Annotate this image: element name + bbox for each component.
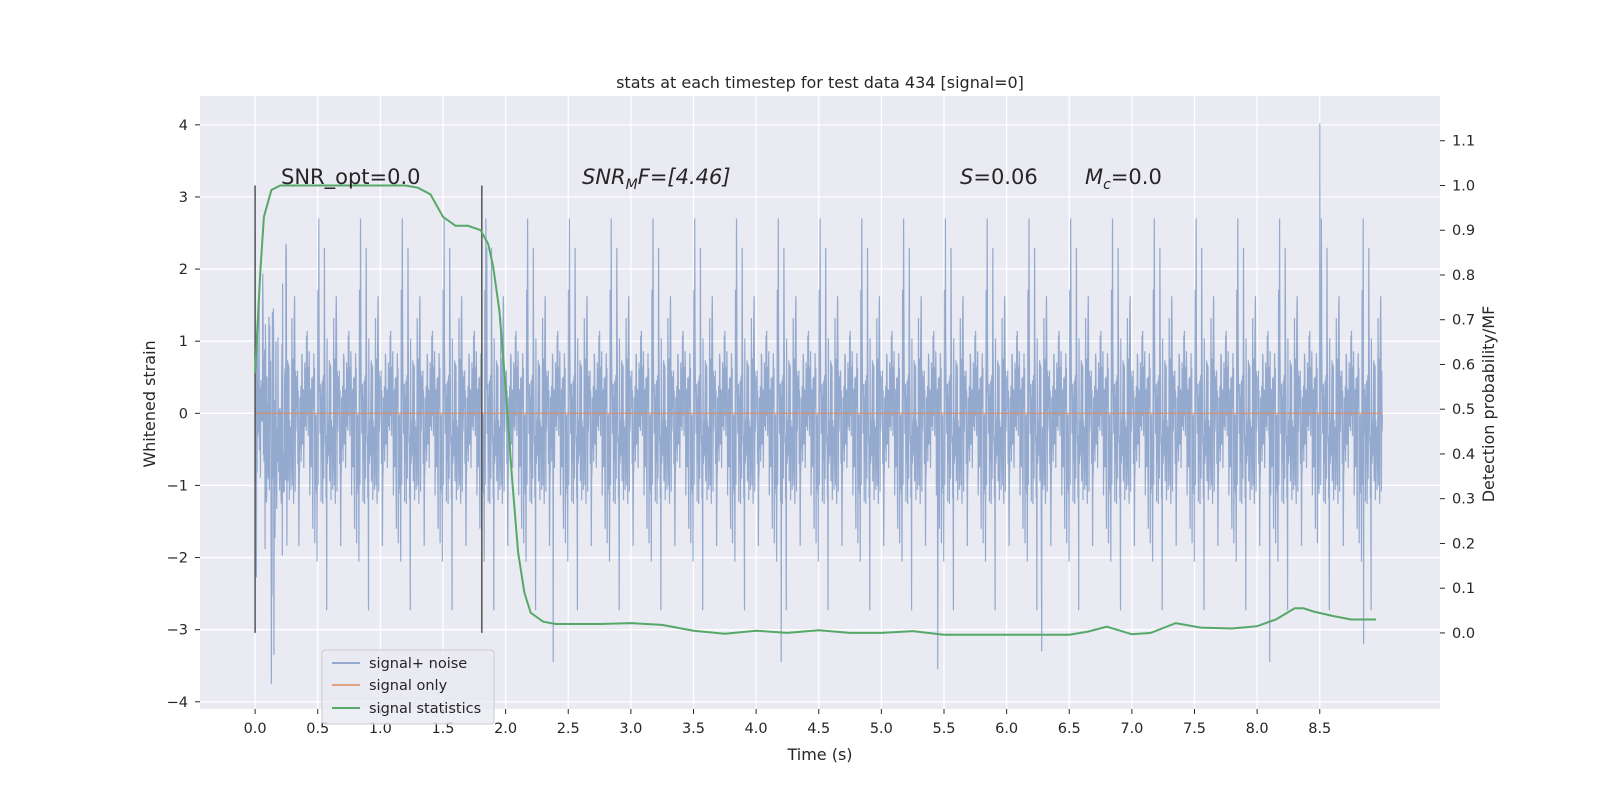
y2-tick-label: 1.1 (1452, 134, 1475, 150)
snr-mf-subscript: M (626, 177, 638, 193)
x-tick-label: 8.5 (1308, 721, 1331, 737)
y-axis-ticks: −4 −3 −2 −1 0 1 2 3 4 (167, 118, 200, 711)
s-symbol: S (960, 165, 973, 189)
annotation-s: S=0.06 (960, 165, 1038, 189)
y-tick-label: 1 (179, 334, 188, 350)
x-tick-label: 5.0 (870, 721, 893, 737)
s-value: =0.06 (973, 165, 1037, 189)
y2-tick-label: 0.6 (1452, 357, 1475, 373)
series-signal-plus-noise (254, 123, 1383, 684)
x-tick-label: 7.0 (1120, 721, 1143, 737)
legend-label-signal-only: signal only (369, 678, 448, 694)
x-tick-label: 0.5 (306, 721, 329, 737)
vertical-markers (254, 185, 483, 633)
y2-tick-label: 0.5 (1452, 402, 1475, 418)
mc-symbol: M (1085, 165, 1103, 189)
x-tick-label: 8.0 (1246, 721, 1269, 737)
legend-label-signal-statistics: signal statistics (369, 701, 481, 717)
x-tick-label: 3.0 (619, 721, 642, 737)
legend-box (321, 649, 495, 725)
x-tick-label: 7.5 (1183, 721, 1206, 737)
legend-label-signal-plus-noise: signal+ noise (369, 656, 467, 672)
y2-axis-label: Detection probability/MF (1479, 306, 1498, 503)
snr-mf-value: F=[4.46] (638, 165, 731, 189)
x-tick-label: 6.0 (995, 721, 1018, 737)
y-axis-label: Whitened strain (140, 340, 159, 467)
y2-tick-label: 0.0 (1452, 626, 1475, 642)
y2-tick-label: 0.8 (1452, 268, 1475, 284)
y-tick-label: −2 (167, 551, 188, 567)
chart-title: stats at each timestep for test data 434… (616, 73, 1024, 92)
x-tick-label: 2.0 (494, 721, 517, 737)
x-tick-label: 4.5 (807, 721, 830, 737)
y-tick-label: −4 (167, 695, 188, 711)
snr-mf-symbol: SNR (582, 165, 626, 189)
x-tick-label: 3.5 (682, 721, 705, 737)
x-tick-label: 1.0 (369, 721, 392, 737)
y2-tick-label: 0.9 (1452, 223, 1475, 239)
x-tick-label: 4.0 (745, 721, 768, 737)
x-tick-label: 6.5 (1058, 721, 1081, 737)
annotation-mc: Mc=0.0 (1085, 165, 1162, 193)
x-tick-label: 5.5 (932, 721, 955, 737)
x-tick-label: 2.5 (557, 721, 580, 737)
x-axis-ticks: 0.0 0.5 1.0 1.5 2.0 2.5 3.0 3.5 4.0 4.5 5.0 5.5 6.0 6… (244, 709, 1331, 737)
x-tick-label: 0.0 (244, 721, 267, 737)
y-tick-label: −3 (167, 623, 188, 639)
series-signal-statistics (254, 184, 1377, 636)
y2-tick-label: 1.0 (1452, 178, 1475, 194)
y-tick-label: 2 (179, 262, 188, 278)
y2-axis-ticks: 0.0 0.1 0.2 0.3 0.4 0.5 0.6 0.7 0.8 0.9 1.0 1.1 (1440, 134, 1475, 642)
mc-value: =0.0 (1111, 165, 1162, 189)
y2-tick-label: 0.3 (1452, 492, 1475, 508)
legend: signal+ noise signal only signal statist… (321, 649, 495, 725)
x-axis-label: Time (s) (786, 745, 852, 764)
y2-tick-label: 0.2 (1452, 536, 1475, 552)
y2-tick-label: 0.7 (1452, 313, 1475, 329)
y-tick-label: −1 (167, 478, 188, 494)
y2-tick-label: 0.4 (1452, 447, 1475, 463)
series-line-signal-plus-noise (254, 123, 1383, 684)
annotation-snr-opt: SNR_opt=0.0 (281, 165, 421, 190)
annotation-snr-mf: SNRMF=[4.46] (582, 165, 731, 193)
y-tick-label: 4 (179, 118, 188, 134)
mc-subscript: c (1103, 177, 1111, 193)
y-tick-label: 3 (179, 190, 188, 206)
x-tick-label: 1.5 (431, 721, 454, 737)
series-line-signal-statistics (254, 184, 1377, 636)
y2-tick-label: 0.1 (1452, 581, 1475, 597)
y-tick-label: 0 (179, 406, 188, 422)
